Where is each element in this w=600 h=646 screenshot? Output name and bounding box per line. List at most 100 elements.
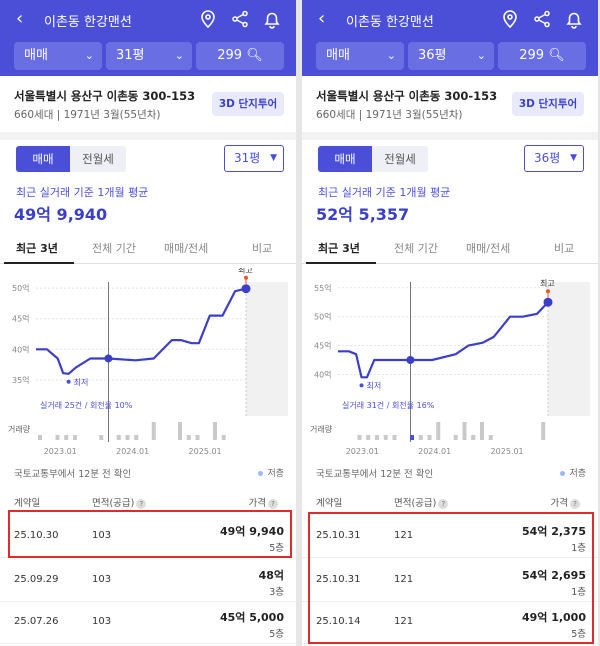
tab-sale-lease[interactable]: 매매/전세 [466, 242, 511, 255]
crosshair-point [104, 354, 113, 363]
table-row[interactable]: 25.10.30 103 49억 9,940 5층 [0, 514, 296, 558]
row-price: 54억 2,375 [521, 525, 586, 538]
back-icon[interactable]: ‹ [318, 8, 326, 29]
price-filter-button[interactable]: 299 🔍︎ [196, 42, 284, 70]
area-select[interactable]: 31평 ▼ [224, 145, 284, 172]
row-price: 48억 [258, 569, 284, 582]
legend: 저층 [560, 466, 586, 479]
price-filter-label: 299 [519, 48, 545, 63]
location-pin-icon[interactable] [198, 9, 218, 29]
low-marker-dot [66, 379, 71, 384]
location-pin-icon[interactable] [500, 9, 520, 29]
help-icon[interactable]: ? [268, 498, 278, 509]
row-floor: 5층 [571, 629, 586, 640]
row-date: 25.10.31 [316, 574, 361, 585]
tab-sale-lease[interactable]: 매매/전세 [164, 242, 209, 255]
page-title: 이촌동 한강맨션 [44, 15, 132, 30]
legend-label: 저층 [267, 469, 284, 479]
area-dropdown[interactable]: 31평 ⌄ [106, 42, 192, 70]
current-point-marker [241, 284, 251, 294]
row-area: 121 [394, 616, 414, 627]
share-icon[interactable] [532, 9, 552, 29]
y-tick-label: 40억 [12, 344, 30, 354]
volume-bar [410, 435, 414, 440]
share-icon[interactable] [230, 9, 250, 29]
y-tick-label: 40억 [314, 369, 332, 379]
x-tick-label: 2024.01 [116, 447, 149, 456]
volume-bar [99, 435, 104, 440]
area-select-value: 36평 [534, 151, 561, 165]
x-tick-label: 2025.01 [189, 447, 222, 456]
y-tick-label: 45억 [12, 314, 30, 324]
area-select-value: 31평 [234, 151, 261, 165]
current-point-marker [543, 297, 553, 307]
row-area: 103 [92, 574, 112, 585]
average-price: 49억 9,940 [14, 205, 108, 224]
chevron-down-icon: ⌄ [174, 49, 184, 62]
volume-bar [427, 435, 432, 440]
row-price: 45억 5,000 [219, 611, 284, 624]
area-dropdown[interactable]: 36평 ⌄ [408, 42, 494, 70]
header-area-label: 면적(공급) [92, 498, 135, 509]
area-select[interactable]: 36평 ▼ [524, 145, 584, 172]
help-icon[interactable]: ? [438, 498, 449, 509]
y-tick-label: 50억 [12, 283, 30, 293]
low-marker-dot [359, 383, 364, 388]
recent-period-shade [246, 282, 288, 416]
volume-bar [73, 435, 77, 440]
tab-compare[interactable]: 비교 [554, 242, 575, 255]
table-header: 계약일 면적(공급)? 가격? [0, 495, 296, 515]
volume-bar [541, 422, 546, 440]
tab-compare[interactable]: 비교 [252, 242, 273, 255]
table-row[interactable]: 25.10.14 121 49억 1,000 5층 [302, 600, 598, 644]
row-date: 25.07.26 [14, 616, 59, 627]
row-price: 54억 2,695 [521, 569, 586, 582]
help-icon[interactable]: ? [570, 498, 580, 509]
filter-bar: 매매 ⌄ 36평 ⌄ 299 🔍︎ [302, 38, 598, 76]
table-row[interactable]: 25.10.31 121 54억 2,695 1층 [302, 558, 598, 602]
crosshair-point [406, 356, 415, 364]
legend: 저층 [258, 466, 284, 479]
header-price-label: 가격 [550, 498, 568, 509]
3d-tour-button[interactable]: 3D 단지투어 [512, 92, 584, 116]
row-price: 49억 9,940 [219, 525, 284, 538]
bell-icon[interactable] [262, 9, 282, 29]
active-tab-underline [4, 262, 74, 264]
tab-rent[interactable]: 전월세 [82, 152, 114, 166]
high-label: 최고 [540, 278, 555, 288]
table-row[interactable]: 25.10.31 121 54억 2,375 1층 [302, 514, 598, 558]
row-date: 25.09.29 [14, 574, 59, 585]
tab-all-period[interactable]: 전체 기간 [92, 242, 136, 255]
volume-bar [125, 435, 130, 440]
row-date: 25.10.30 [14, 530, 59, 541]
tab-all-period[interactable]: 전체 기간 [394, 242, 438, 255]
header-area: 면적(공급)? [92, 495, 147, 509]
row-floor: 3층 [269, 587, 284, 598]
tab-sale[interactable]: 매매 [318, 146, 372, 172]
volume-bar [186, 435, 191, 440]
tab-sale[interactable]: 매매 [16, 146, 70, 172]
table-row[interactable]: 25.07.26 103 45억 5,000 5층 [0, 600, 296, 644]
volume-bar [480, 422, 484, 440]
bell-icon[interactable] [564, 9, 584, 29]
row-floor: 5층 [269, 629, 284, 640]
header-area-label: 면적(공급) [394, 498, 437, 509]
back-icon[interactable]: ‹ [16, 8, 24, 29]
tab-rent[interactable]: 전월세 [384, 152, 416, 166]
help-icon[interactable]: ? [136, 498, 147, 509]
volume-bar [357, 435, 362, 440]
deal-type-dropdown[interactable]: 매매 ⌄ [316, 42, 404, 70]
header-price: 가격? [551, 495, 580, 509]
table-row[interactable]: 25.09.29 103 48억 3층 [0, 558, 296, 602]
volume-bar [366, 435, 371, 440]
volume-bar [471, 435, 476, 440]
tab-recent-3y[interactable]: 최근 3년 [318, 242, 360, 255]
search-icon: 🔍︎ [246, 48, 263, 63]
3d-tour-button[interactable]: 3D 단지투어 [212, 92, 284, 116]
deal-type-dropdown[interactable]: 매매 ⌄ [14, 42, 102, 70]
volume-bar [151, 422, 156, 440]
chevron-down-icon: ⌄ [476, 49, 486, 62]
volume-bar [383, 435, 388, 440]
price-filter-button[interactable]: 299 🔍︎ [498, 42, 586, 70]
tab-recent-3y[interactable]: 최근 3년 [16, 242, 58, 255]
